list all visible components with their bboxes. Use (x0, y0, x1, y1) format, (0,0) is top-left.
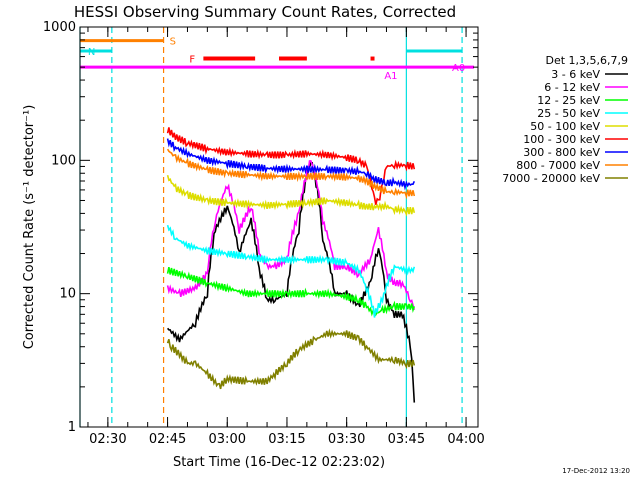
series-line-7 (166, 138, 416, 191)
legend-label: 12 - 25 keV (537, 94, 600, 107)
series-line-5 (166, 174, 416, 217)
series-line-8 (166, 148, 416, 200)
plot-frame (79, 26, 479, 428)
x-tick-label: 03:30 (328, 432, 365, 447)
series-line-2 (166, 160, 416, 311)
flag-label-a1: A1 (384, 71, 397, 82)
chart-title: HESSI Observing Summary Count Rates, Cor… (74, 3, 456, 21)
y-tick-label: 10 (59, 287, 76, 302)
x-tick-label: 02:45 (149, 432, 186, 447)
legend-label: 6 - 12 keV (544, 81, 600, 94)
legend-label: 3 - 6 keV (551, 68, 600, 81)
footer-timestamp: 17-Dec-2012 13:20 (562, 467, 630, 475)
series-line-9 (166, 328, 416, 390)
x-tick-label: 03:00 (209, 432, 246, 447)
legend-label: 800 - 7000 keV (516, 159, 600, 172)
legend-label: 100 - 300 keV (523, 133, 600, 146)
x-axis-label: Start Time (16-Dec-12 02:23:02) (173, 455, 385, 470)
flag-label-s: S (170, 37, 176, 48)
x-axis: 02:30 02:45 03:00 03:15 03:30 03:45 04:00 (87, 27, 485, 447)
y-tick-label: 1 (68, 420, 76, 435)
y-axis-label: Corrected Count Rate (s⁻¹ detector⁻¹) (22, 105, 37, 350)
series-line-4 (166, 224, 416, 318)
y-axis: 1 10 100 1000 (43, 20, 478, 435)
legend-label: 25 - 50 keV (537, 107, 600, 120)
x-tick-label: 04:00 (447, 432, 484, 447)
x-tick-label: 02:30 (89, 432, 126, 447)
series-line-6 (166, 127, 416, 205)
legend-title: Det 1,3,5,6,7,9 (545, 54, 628, 67)
flag-label-a0: A0 (452, 63, 465, 74)
x-tick-label: 03:45 (388, 432, 425, 447)
legend-label: 50 - 100 keV (530, 120, 600, 133)
y-tick-label: 1000 (43, 20, 76, 35)
flag-label-f: F (189, 55, 195, 66)
plot-area: S N F A1 A0 (79, 27, 475, 427)
y-tick-label: 100 (51, 153, 76, 168)
legend-label: 7000 - 20000 keV (502, 172, 600, 185)
legend-label: 300 - 800 keV (523, 146, 600, 159)
flag-label-n: N (88, 47, 95, 58)
x-tick-label: 03:15 (268, 432, 305, 447)
